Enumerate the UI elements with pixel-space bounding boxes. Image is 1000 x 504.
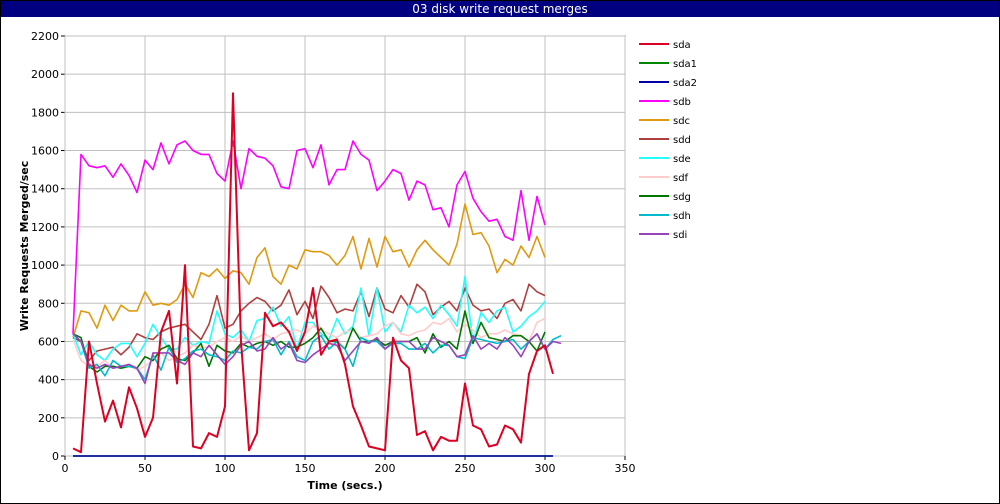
x-tick-label: 300 (535, 462, 556, 475)
y-tick-label: 400 (38, 374, 59, 387)
chart: 0200400600800100012001400160018002000220… (18, 30, 697, 492)
series-line-sdi (72, 332, 562, 385)
legend: sda sda1 sda2 sdb sdc sdd sde sdf sdg sdh sdi (639, 40, 697, 241)
legend-label: sdg (673, 192, 691, 203)
plot-area (64, 35, 626, 457)
x-tick-label: 150 (295, 462, 316, 475)
legend-label: sda (673, 40, 691, 51)
y-tick-label: 600 (38, 335, 59, 348)
legend-label: sda2 (673, 78, 697, 89)
x-tick-labels: 0 50 100 150 200 250 300 350 (62, 462, 636, 475)
legend-label: sdb (673, 97, 691, 108)
y-tick-label: 2200 (31, 30, 59, 43)
legend-label: sdi (673, 230, 687, 241)
x-tick-label: 100 (215, 462, 236, 475)
legend-label: sde (673, 154, 691, 165)
series-line-sda (72, 92, 554, 454)
x-tick-label: 0 (62, 462, 69, 475)
window-title: 03 disk write request merges (1, 1, 999, 17)
y-tick-label: 1000 (31, 259, 59, 272)
x-tick-label: 200 (375, 462, 396, 475)
series-line-sdc (72, 203, 546, 338)
y-tick-label: 800 (38, 297, 59, 310)
legend-label: sdf (673, 173, 689, 184)
x-tick-label: 250 (455, 462, 476, 475)
series-lines (72, 92, 562, 457)
series-line-sde (72, 275, 546, 362)
y-tick-label: 2000 (31, 68, 59, 81)
x-tick-label: 350 (615, 462, 636, 475)
x-axis-label: Time (secs.) (307, 479, 382, 492)
y-tick-label: 1200 (31, 221, 59, 234)
legend-label: sdc (673, 116, 690, 127)
legend-label: sdh (673, 211, 691, 222)
y-tick-label: 1600 (31, 145, 59, 158)
y-tick-label: 1800 (31, 106, 59, 119)
y-tick-label: 1400 (31, 183, 59, 196)
x-tick-label: 50 (138, 462, 152, 475)
y-axis-label: Write Requests Merged/sec (18, 161, 31, 332)
y-tick-label: 200 (38, 412, 59, 425)
series-line-sdb (72, 140, 546, 334)
y-tick-labels: 0 200 400 600 800 1000 1200 1400 1600 1800 2000 220… (31, 30, 59, 463)
legend-label: sdd (673, 135, 691, 146)
series-line-sdh (72, 332, 562, 381)
legend-label: sda1 (673, 59, 697, 70)
y-tick-label: 0 (52, 450, 59, 463)
